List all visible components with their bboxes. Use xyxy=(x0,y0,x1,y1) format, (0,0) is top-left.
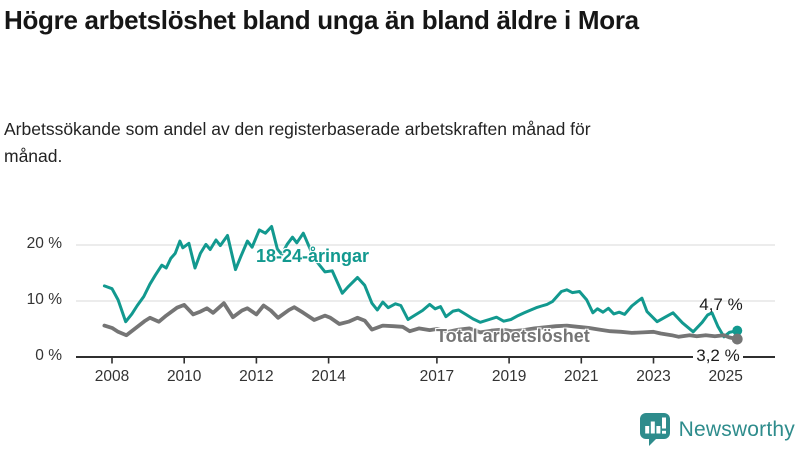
y-axis-label: 0 % xyxy=(35,347,62,364)
x-axis-label: 2012 xyxy=(239,368,274,385)
newsworthy-logo: Newsworthy xyxy=(638,411,795,448)
series-line-young xyxy=(102,225,739,339)
x-axis-label: 2008 xyxy=(94,368,130,385)
series-label-young: 18-24-åringar xyxy=(256,246,370,266)
x-axis-label: 2019 xyxy=(491,368,527,385)
y-axis-label: 20 % xyxy=(26,235,62,252)
x-axis-label: 2025 xyxy=(708,368,743,385)
x-axis-label: 2010 xyxy=(166,368,202,385)
x-axis-label: 2017 xyxy=(419,368,455,385)
series-label-total: Total arbetslöshet xyxy=(436,326,590,346)
newsworthy-wordmark: Newsworthy xyxy=(678,417,795,441)
x-axis-label: 2014 xyxy=(311,368,346,385)
series-line-total xyxy=(102,301,740,342)
end-value-young: 4,7 % xyxy=(699,294,743,314)
x-axis-label: 2023 xyxy=(636,368,671,385)
end-value-total: 3,2 % xyxy=(693,346,743,366)
y-axis-label: 10 % xyxy=(26,291,62,308)
series-end-dot-total xyxy=(731,333,743,345)
chart-subtitle: Arbetssökande som andel av den registerb… xyxy=(4,119,591,166)
page-title: Högre arbetslöshet bland unga än bland ä… xyxy=(4,5,639,35)
x-axis-label: 2021 xyxy=(564,368,599,385)
series-end-dot-young xyxy=(732,325,743,336)
newsworthy-icon xyxy=(639,413,670,446)
